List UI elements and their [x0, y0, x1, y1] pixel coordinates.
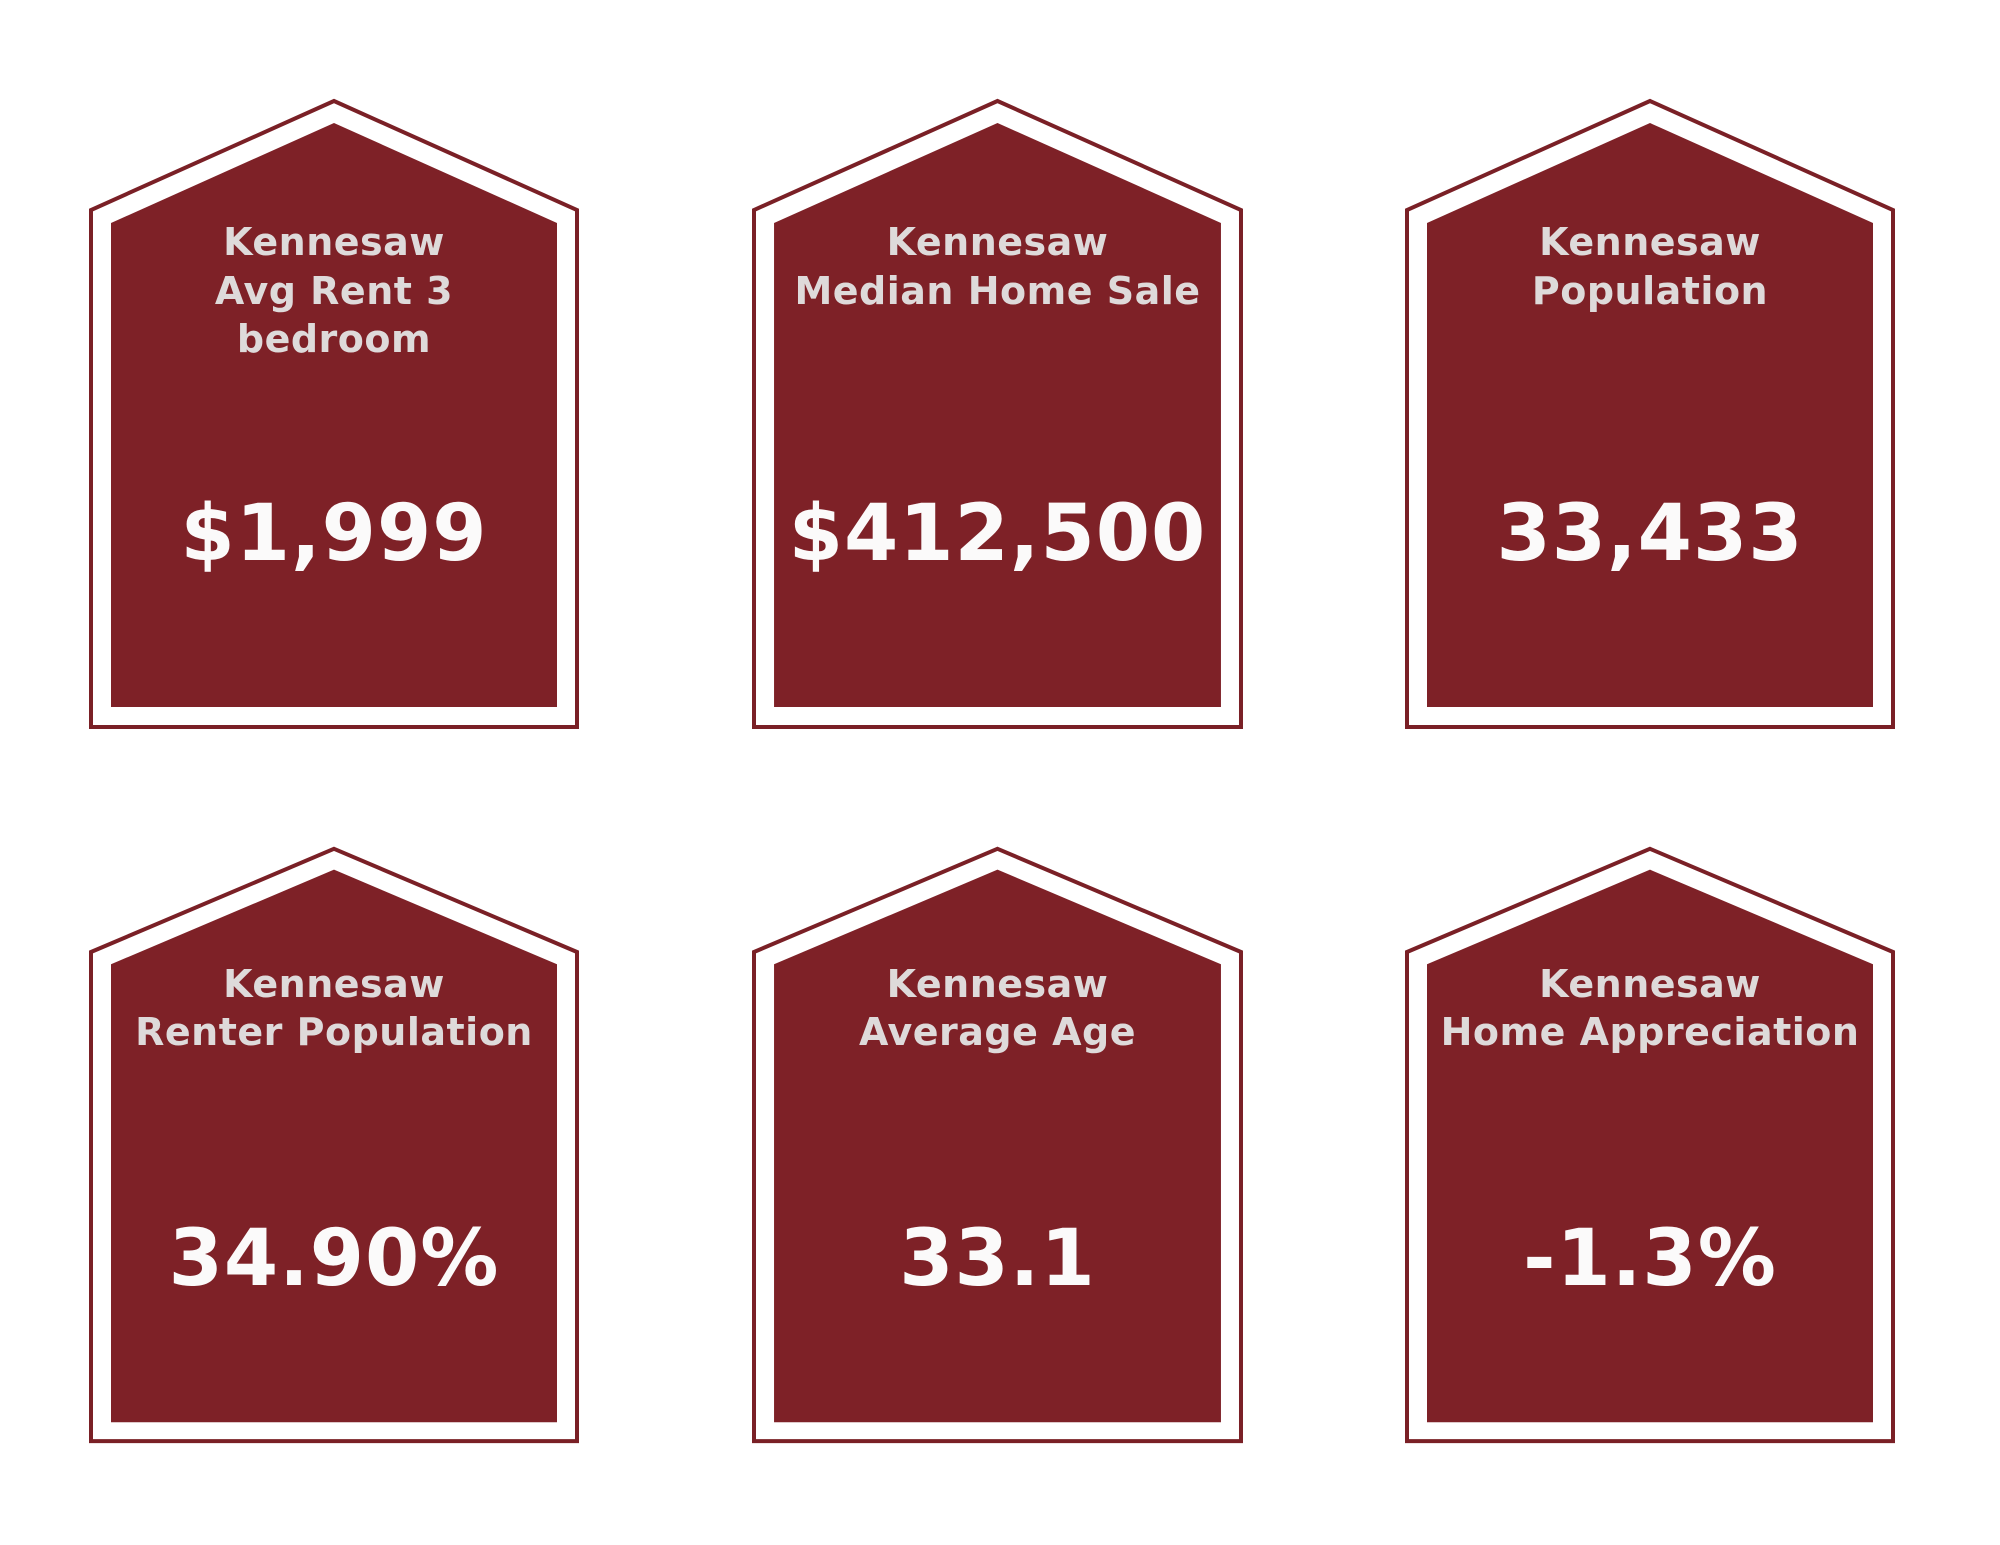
- card-title-line2: Population: [1531, 268, 1769, 313]
- house-shape-icon: [751, 98, 1244, 730]
- card-value: $412,500: [788, 489, 1207, 580]
- card-value: 33.1: [899, 1213, 1096, 1304]
- card-title-line2: Renter Population: [135, 1010, 533, 1055]
- card-title-line1: Kennesaw: [1539, 961, 1761, 1006]
- card-title-line2: Home Appreciation: [1440, 1010, 1860, 1055]
- house-shape-icon: [1404, 846, 1896, 1444]
- card-title-line2: Median Home Sale: [794, 268, 1201, 313]
- house-shape-icon: [1404, 98, 1896, 730]
- card-value: 34.90%: [168, 1213, 500, 1304]
- stat-card-avg-rent: Kennesaw Avg Rent 3 bedroom $1,999: [88, 98, 580, 730]
- stat-card-median-home-sale: Kennesaw Median Home Sale $412,500: [751, 98, 1244, 730]
- card-value: -1.3%: [1523, 1213, 1777, 1304]
- card-title: Kennesaw Renter Population: [113, 960, 556, 1057]
- card-title: Kennesaw Population: [1429, 218, 1872, 315]
- card-value: $1,999: [180, 489, 488, 580]
- stat-card-home-appreciation: Kennesaw Home Appreciation -1.3%: [1404, 846, 1896, 1444]
- stat-card-average-age: Kennesaw Average Age 33.1: [751, 846, 1244, 1444]
- card-title: Kennesaw Average Age: [776, 960, 1220, 1057]
- card-title: Kennesaw Home Appreciation: [1429, 960, 1872, 1057]
- card-title: Kennesaw Median Home Sale: [776, 218, 1220, 315]
- card-title: Kennesaw Avg Rent 3 bedroom: [113, 218, 556, 364]
- card-title-line1: Kennesaw: [223, 961, 445, 1006]
- house-shape-icon: [751, 846, 1244, 1444]
- house-shape-icon: [88, 846, 580, 1444]
- house-shape-icon: [88, 98, 580, 730]
- stat-card-population: Kennesaw Population 33,433: [1404, 98, 1896, 730]
- card-value: 33,433: [1496, 489, 1804, 580]
- card-title-line1: Kennesaw: [1539, 220, 1761, 265]
- card-title-line2: Avg Rent 3 bedroom: [214, 268, 454, 362]
- card-title-line1: Kennesaw: [886, 220, 1109, 265]
- card-title-line2: Average Age: [858, 1010, 1137, 1055]
- stat-card-renter-population: Kennesaw Renter Population 34.90%: [88, 846, 580, 1444]
- card-title-line1: Kennesaw: [886, 961, 1109, 1006]
- card-title-line1: Kennesaw: [223, 220, 445, 265]
